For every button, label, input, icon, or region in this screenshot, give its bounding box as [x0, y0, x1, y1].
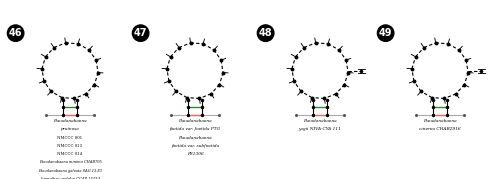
Text: cinerea CHAB2916: cinerea CHAB2916	[419, 127, 461, 131]
Text: NMCCC 014: NMCCC 014	[58, 152, 82, 156]
Text: Pseudanabaena minima CHAB705: Pseudanabaena minima CHAB705	[38, 160, 102, 164]
Text: pruinosa: pruinosa	[60, 127, 80, 131]
Text: Pseudanabaena: Pseudanabaena	[178, 119, 212, 123]
Text: 46: 46	[9, 28, 22, 38]
Text: PS1306: PS1306	[186, 152, 204, 156]
Text: 47: 47	[134, 28, 147, 38]
Text: yagii NIVA-CYA 111: yagii NIVA-CYA 111	[298, 127, 342, 131]
Text: Pseudanabaena: Pseudanabaena	[303, 119, 337, 123]
Text: Pseudanabaena: Pseudanabaena	[178, 136, 212, 140]
Text: Pseudanabaena galeata SAG 13.83: Pseudanabaena galeata SAG 13.83	[38, 169, 102, 173]
Text: NMCCC 001: NMCCC 001	[58, 136, 82, 140]
Text: 49: 49	[379, 28, 392, 38]
Text: NMCCC 013: NMCCC 013	[58, 144, 82, 148]
Text: foetida var. subfoetida: foetida var. subfoetida	[171, 144, 219, 148]
Text: Pseudanabaena: Pseudanabaena	[53, 119, 87, 123]
Text: 48: 48	[259, 28, 272, 38]
Text: Limnothrix redekei CCAP 1443/1: Limnothrix redekei CCAP 1443/1	[40, 177, 100, 179]
Text: Pseudanabaena: Pseudanabaena	[423, 119, 457, 123]
Text: foetida var. foetida PTG: foetida var. foetida PTG	[170, 127, 220, 131]
